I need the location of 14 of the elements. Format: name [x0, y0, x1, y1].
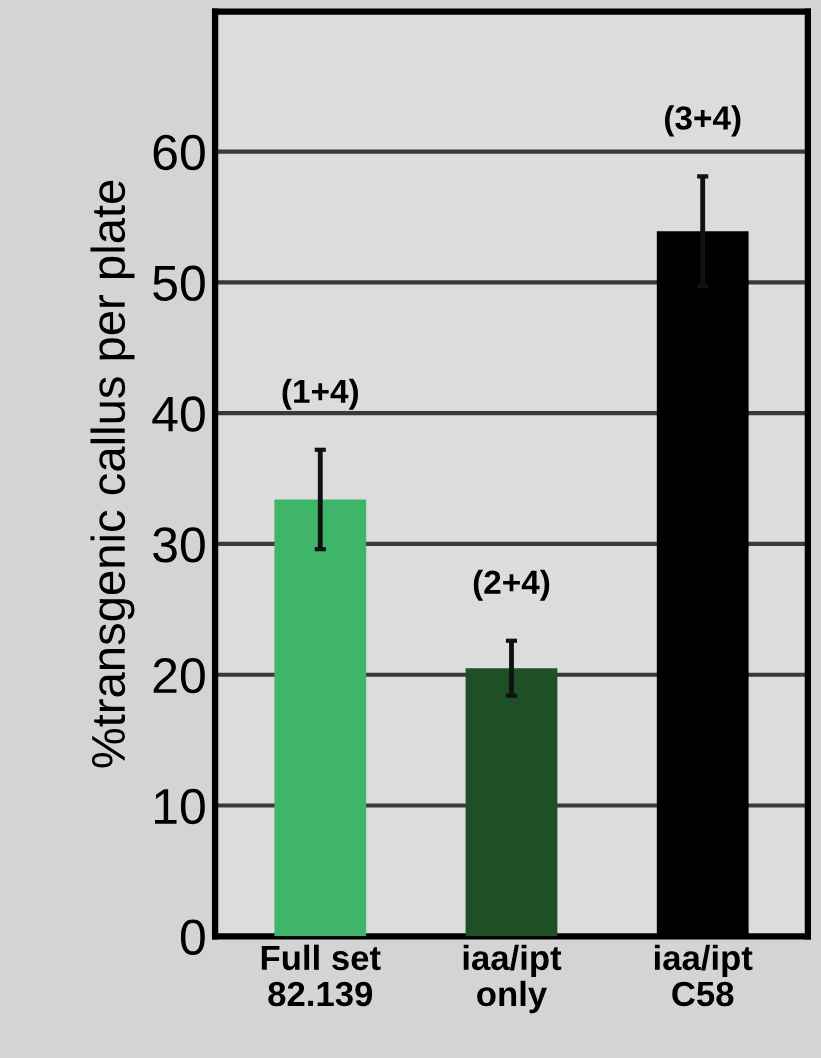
annotation: (3+4) [664, 105, 741, 137]
y-axis-title: %transgenic callus per plate [90, 180, 135, 768]
y-tick-label: 40 [152, 396, 205, 432]
y-tick-label: 60 [153, 134, 205, 171]
annotation: (1+4) [282, 378, 358, 410]
y-tick-label: 30 [153, 527, 205, 563]
x-tick-label: Full set 82.139 [261, 944, 381, 1007]
annotation: (2+4) [473, 569, 550, 601]
y-tick-label: 10 [154, 788, 205, 825]
y-tick-label: 50 [153, 265, 205, 301]
y-tick-label: 0 [180, 919, 205, 955]
x-tick-label: iaa/ipt C58 [654, 944, 753, 1007]
x-tick-label: iaa/ipt only [463, 944, 562, 1014]
y-tick-label: 20 [153, 657, 205, 694]
